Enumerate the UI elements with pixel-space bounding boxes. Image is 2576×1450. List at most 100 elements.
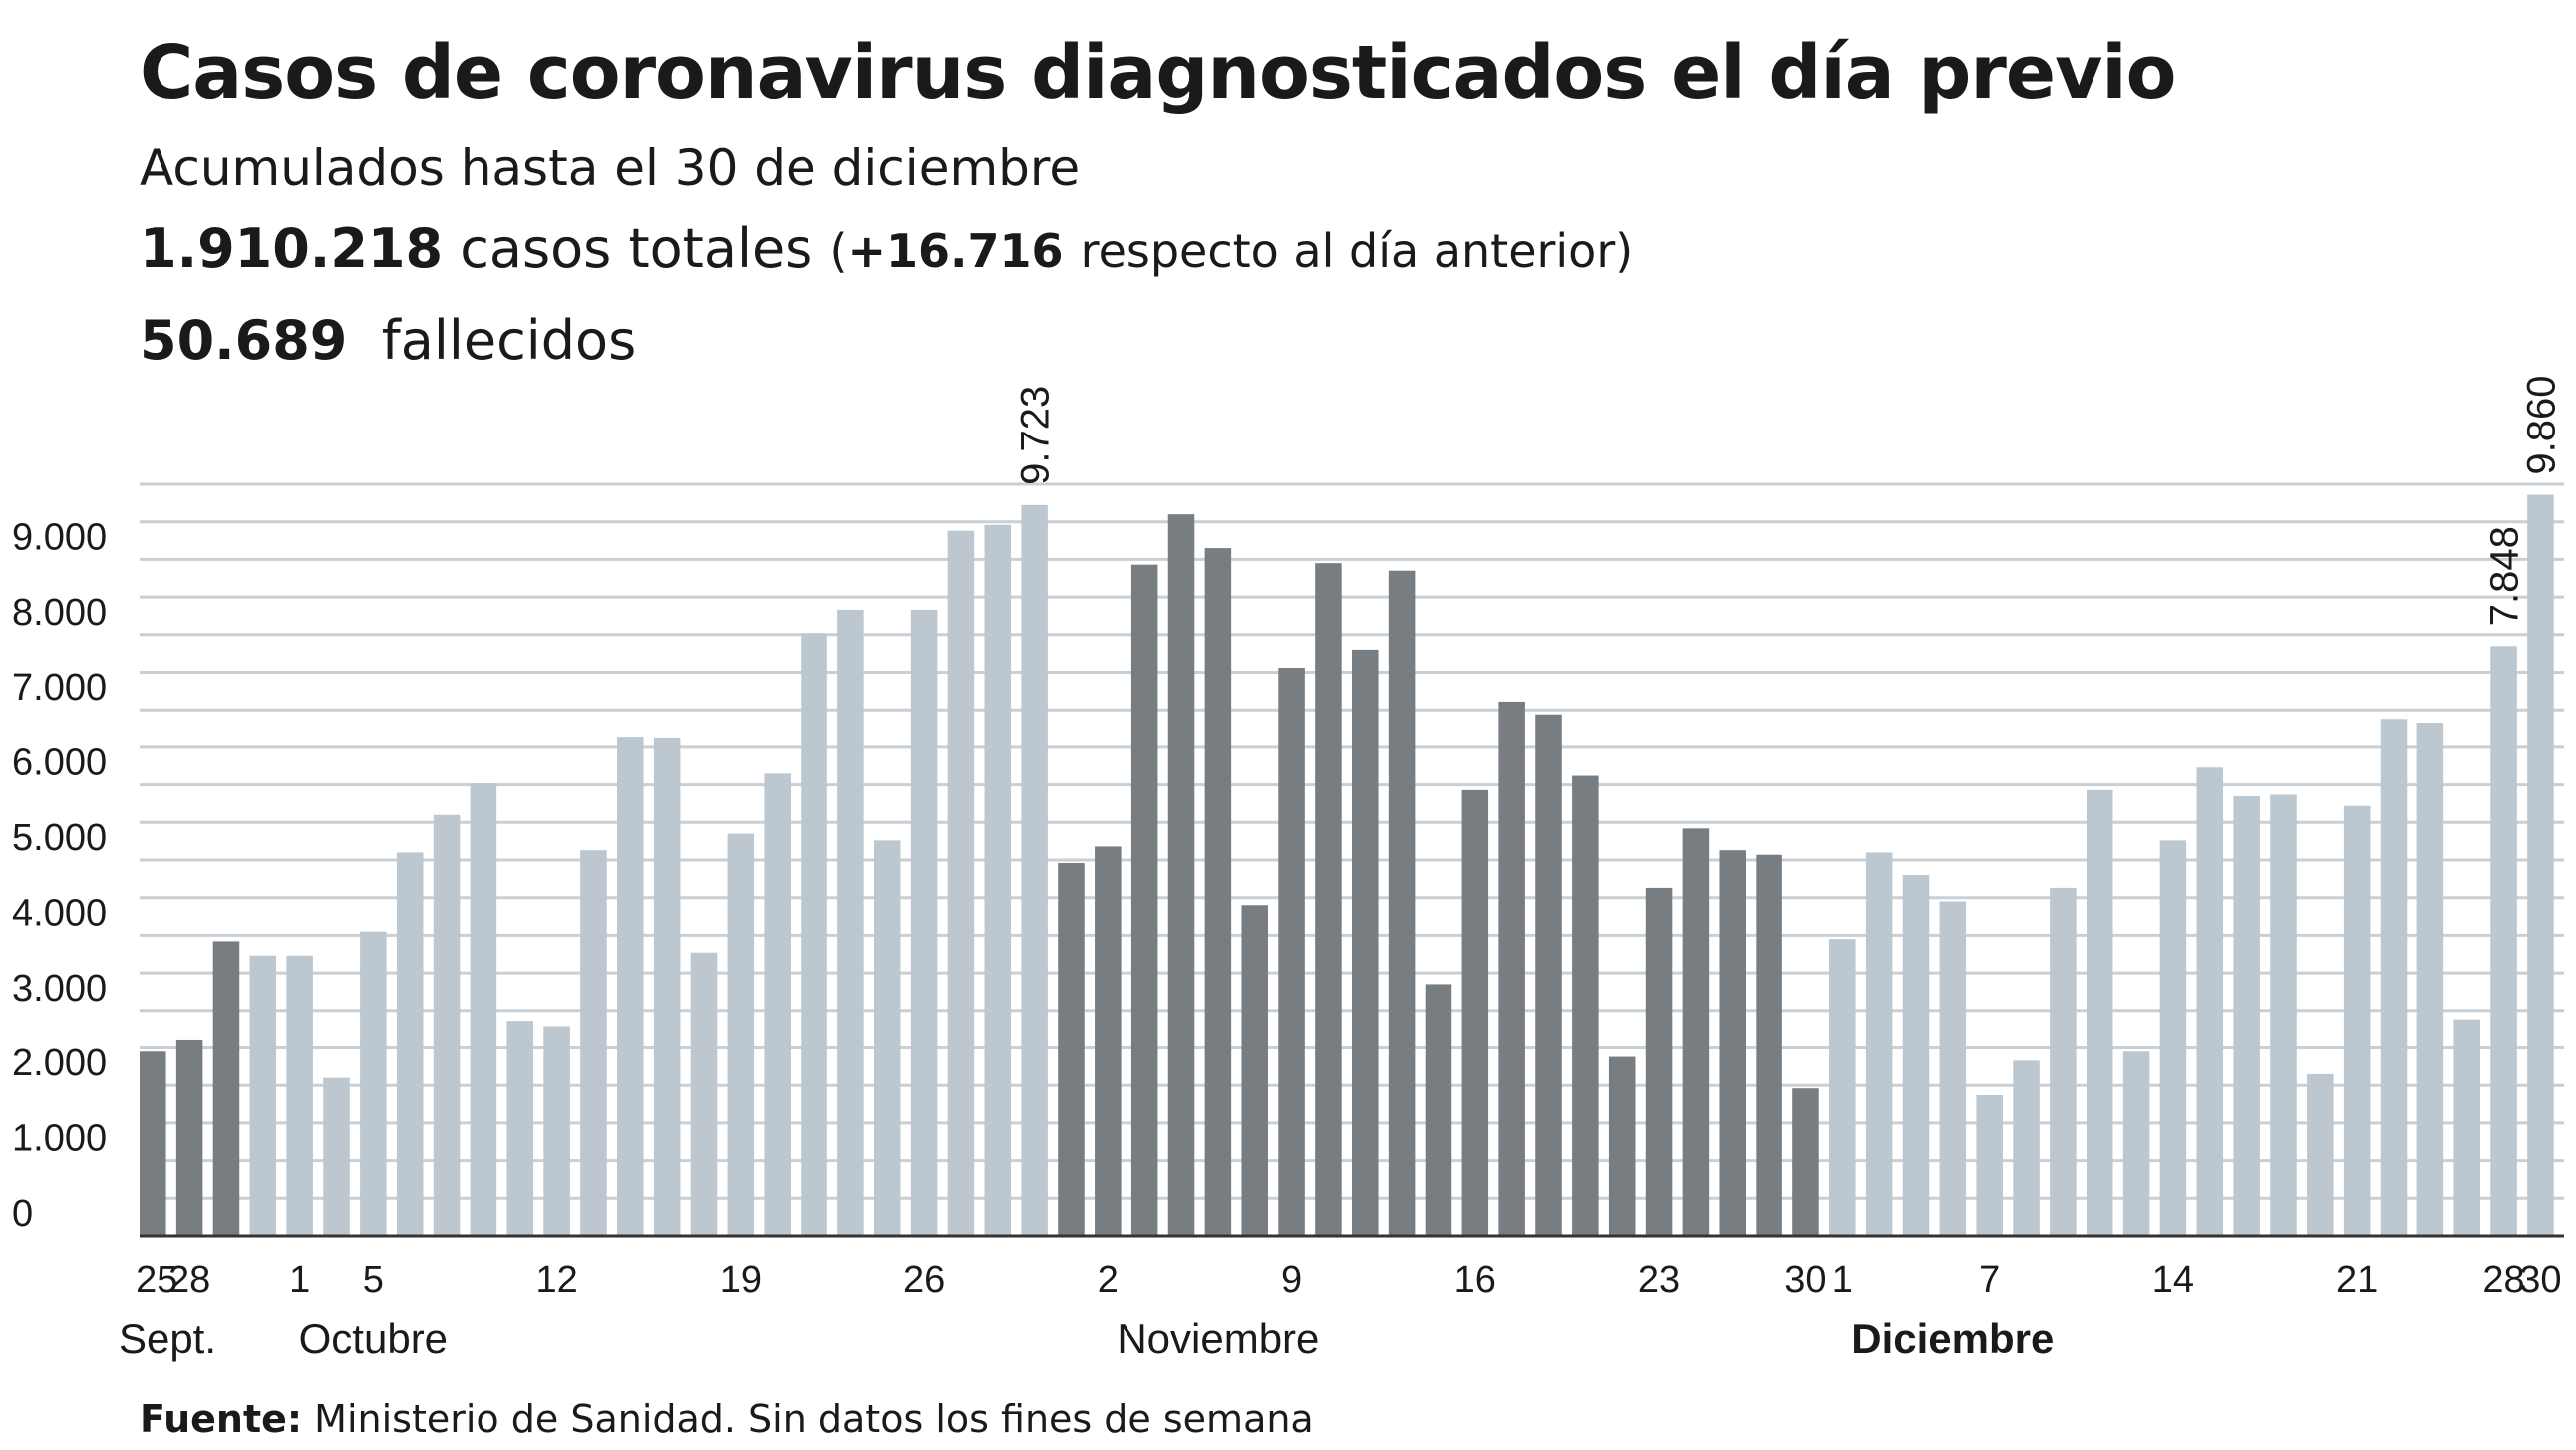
bar: [617, 737, 644, 1236]
x-tick-label: 2: [1098, 1259, 1119, 1301]
bar: [984, 524, 1012, 1236]
data-label: 9.723: [1014, 386, 1058, 485]
y-tick-label: 0: [12, 1193, 33, 1235]
bar: [1902, 875, 1930, 1236]
bar: [2490, 646, 2517, 1236]
delta-open: (: [829, 224, 848, 278]
x-tick-label: 7: [1979, 1259, 2000, 1301]
source-line: Fuente: Ministerio de Sanidad. Sin datos…: [140, 1397, 1314, 1441]
month-label: Diciembre: [1851, 1315, 2054, 1362]
bar: [801, 633, 827, 1236]
y-tick-label: 9.000: [12, 516, 107, 558]
x-tick-label: 25: [136, 1259, 177, 1301]
bar: [1425, 984, 1452, 1236]
bar: [2050, 887, 2077, 1236]
x-tick-label: 9: [1281, 1259, 1302, 1301]
bar: [1315, 563, 1342, 1236]
bar: [690, 952, 718, 1236]
bar: [2233, 795, 2260, 1236]
bar: [1865, 852, 1893, 1236]
bar: [1719, 850, 1747, 1236]
source-label: Fuente:: [140, 1397, 303, 1441]
bar: [1461, 789, 1489, 1236]
bar: [2416, 723, 2444, 1236]
bar: [249, 955, 277, 1236]
bar: [1095, 846, 1122, 1236]
bar: [506, 1021, 534, 1236]
bar: [2307, 1073, 2334, 1236]
deaths-value: 50.689: [140, 309, 348, 372]
total-cases-line: 1.910.218 casos totales (+16.716 respect…: [140, 217, 1633, 280]
bar: [1021, 504, 1048, 1236]
bar: [2270, 794, 2297, 1236]
bar: [1352, 649, 1379, 1236]
total-cases-label: casos totales: [460, 217, 813, 280]
bar: [947, 530, 975, 1236]
y-tick-label: 8.000: [12, 592, 107, 634]
bar: [1278, 667, 1305, 1236]
bar: [360, 931, 387, 1236]
bar: [727, 833, 755, 1236]
chart-subtitle: Acumulados hasta el 30 de diciembre: [140, 140, 1081, 197]
x-tick-label: 23: [1638, 1259, 1680, 1301]
bar: [1535, 714, 1562, 1236]
bar: [323, 1077, 350, 1236]
bar: [1756, 854, 1782, 1236]
y-tick-label: 3.000: [12, 968, 107, 1010]
month-label: Sept.: [119, 1315, 216, 1362]
x-tick-label: 12: [535, 1259, 577, 1301]
bar: [2527, 494, 2554, 1236]
bar: [1388, 570, 1416, 1236]
bar: [1976, 1095, 2003, 1236]
x-tick-label: 1: [1832, 1259, 1853, 1301]
bar: [175, 1039, 203, 1236]
source-text: Ministerio de Sanidad. Sin datos los fin…: [314, 1397, 1314, 1441]
bar: [873, 840, 901, 1236]
bar: [1829, 939, 1856, 1236]
bar: [2086, 789, 2113, 1236]
bar: [286, 955, 313, 1236]
x-tick-label: 16: [1454, 1259, 1496, 1301]
delta-label: respecto al día anterior): [1080, 224, 1634, 278]
y-tick-label: 4.000: [12, 892, 107, 934]
deaths-line: 50.689 fallecidos: [140, 309, 636, 372]
bar: [396, 852, 424, 1236]
bar: [1241, 905, 1268, 1236]
bar: [2159, 840, 2187, 1236]
bar: [1572, 775, 1599, 1236]
bar: [1167, 514, 1195, 1236]
bar: [470, 783, 497, 1236]
x-tick-label: 30: [2519, 1259, 2561, 1301]
chart-title: Casos de coronavirus diagnosticados el d…: [140, 30, 2177, 116]
bar: [212, 941, 240, 1236]
bar: [837, 609, 864, 1236]
month-label: Octubre: [299, 1315, 448, 1362]
bar: [1792, 1088, 1819, 1236]
x-tick-label: 26: [903, 1259, 945, 1301]
bar: [1204, 548, 1232, 1236]
x-tick-label: 5: [363, 1259, 384, 1301]
bar: [1498, 701, 1525, 1236]
delta-value: +16.716: [847, 224, 1064, 278]
bar: [2453, 1019, 2480, 1236]
bar: [2013, 1060, 2040, 1236]
bar: [1939, 901, 1967, 1236]
x-tick-label: 19: [720, 1259, 762, 1301]
y-tick-label: 7.000: [12, 667, 107, 709]
y-tick-label: 2.000: [12, 1042, 107, 1084]
bar: [1645, 887, 1673, 1236]
bar: [2196, 767, 2224, 1236]
bar: [910, 609, 938, 1236]
bar: [764, 773, 791, 1236]
bar: [2380, 719, 2408, 1236]
x-tick-label: 30: [1784, 1259, 1826, 1301]
month-label: Noviembre: [1117, 1315, 1319, 1362]
data-label: 7.848: [2483, 526, 2527, 626]
bar: [140, 1051, 166, 1236]
bar: [1130, 564, 1158, 1236]
deaths-label: fallecidos: [381, 309, 637, 372]
x-tick-label: 28: [2482, 1259, 2524, 1301]
bar: [580, 850, 607, 1236]
bar: [2122, 1051, 2150, 1236]
